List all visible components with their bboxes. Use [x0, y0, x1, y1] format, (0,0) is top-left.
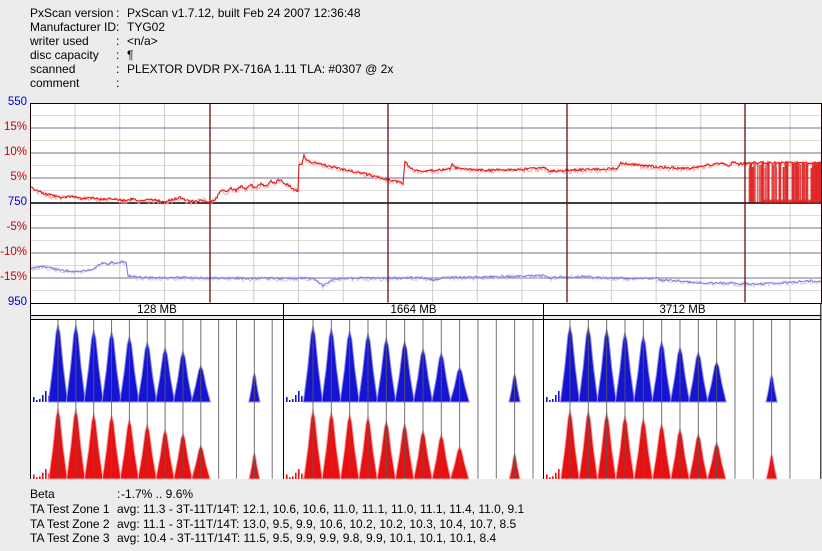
histogram-noise — [42, 395, 44, 402]
mb-zone-label: 3712 MB — [659, 304, 705, 316]
info-value: TYG02 — [127, 20, 166, 34]
info-row-version: PxScan version: PxScan v1.7.12, built Feb… — [30, 6, 393, 20]
histogram-noise — [45, 391, 47, 402]
info-separator: : — [116, 62, 120, 76]
y-axis-label: 15% — [3, 121, 27, 133]
scan-info-header: PxScan version: PxScan v1.7.12, built Feb… — [30, 6, 393, 90]
info-separator: : — [116, 20, 120, 34]
ta-zone-row: TA Test Zone 3 avg: 10.4 - 3T-11T/14T: 11… — [30, 531, 524, 546]
ta-zone-value: avg: 11.1 - 3T-11T/14T: 13.0, 9.5, 9.9, … — [117, 516, 517, 531]
histogram-noise — [555, 395, 557, 402]
histogram-noise — [292, 476, 294, 479]
histogram-noise — [558, 469, 560, 479]
ta-zone-label: TA Test Zone 3 — [30, 531, 110, 546]
beta-row: Beta:-1.7% .. 9.6% — [30, 487, 524, 502]
y-axis-label: 950 — [7, 296, 27, 308]
beta_pct-trace-fringe — [29, 157, 822, 207]
y-axis-label: -15% — [0, 271, 27, 283]
y-axis-label: -5% — [6, 221, 27, 233]
y-axis-label: 10% — [3, 146, 27, 158]
histogram-noise — [36, 400, 38, 402]
histogram-noise — [292, 399, 294, 402]
histogram-noise — [549, 400, 551, 402]
y-axis-label: 750 — [7, 196, 27, 208]
histogram-noise — [558, 391, 560, 402]
histogram-noise — [39, 476, 41, 479]
histogram-noise — [33, 474, 35, 479]
mb-strip-background — [30, 303, 821, 316]
histogram-noise — [298, 469, 300, 479]
histogram-noise — [36, 477, 38, 479]
histogram-noise — [552, 476, 554, 479]
ta-zone-row: TA Test Zone 2 avg: 11.1 - 3T-11T/14T: 13… — [30, 517, 524, 532]
histogram-noise — [555, 472, 557, 479]
y-axis-label: -10% — [0, 246, 27, 258]
histogram-noise — [286, 474, 288, 479]
y-axis-label: 5% — [10, 171, 27, 183]
ta-zone-value: avg: 10.4 - 3T-11T/14T: 11.5, 9.5, 9.9, … — [117, 531, 497, 546]
info-label: scanned — [30, 62, 76, 76]
ta_pct-trace-fringe — [29, 258, 822, 291]
histogram-noise — [546, 397, 548, 402]
info-label: disc capacity — [30, 48, 99, 62]
info-label: writer used — [30, 34, 89, 48]
histogram-noise — [298, 391, 300, 402]
beta-separator: : — [117, 487, 121, 501]
histogram-noise — [289, 477, 291, 479]
info-value: PLEXTOR DVDR PX-716A 1.11 TLA: #0307 @ 2… — [127, 62, 394, 76]
histogram-noise — [45, 469, 47, 479]
histogram-noise — [42, 472, 44, 479]
y-axis-label: 550 — [7, 96, 27, 108]
ta-zone-row: TA Test Zone 1 avg: 11.3 - 3T-11T/14T: 12… — [30, 502, 524, 517]
beta-value: -1.7% .. 9.6% — [121, 487, 194, 501]
histogram-noise — [552, 399, 554, 402]
info-separator: : — [116, 6, 120, 20]
info-row-scanned: scanned: PLEXTOR DVDR PX-716A 1.11 TLA: #… — [30, 62, 393, 76]
histogram-noise — [301, 473, 303, 479]
info-row-writer: writer used: <n/a> — [30, 34, 393, 48]
info-value: <n/a> — [127, 34, 158, 48]
histogram-noise — [286, 397, 288, 402]
histogram-noise — [546, 474, 548, 479]
info-row-comment: comment: — [30, 76, 393, 90]
info-separator: : — [116, 34, 120, 48]
info-value: PxScan v1.7.12, built Feb 24 2007 12:36:… — [127, 6, 361, 20]
info-value: ¶ — [127, 48, 134, 62]
stats-footer: Beta:-1.7% .. 9.6% TA Test Zone 1 avg: 11… — [30, 487, 524, 546]
ta-zone-label: TA Test Zone 2 — [30, 516, 110, 531]
ta_pct-trace — [29, 260, 822, 288]
beta_pct-trace — [29, 152, 822, 204]
beta-label: Beta — [30, 487, 55, 501]
dropout-pool — [763, 199, 821, 203]
scan-chart: 128 MB 1664 MB 3712 MB — [29, 103, 822, 480]
info-label: Manufacturer ID — [30, 20, 117, 34]
info-separator: : — [116, 76, 120, 90]
mb-zone-label: 128 MB — [137, 304, 177, 316]
info-separator: : — [116, 48, 120, 62]
info-label: comment — [30, 76, 80, 90]
ta-zone-value: avg: 11.3 - 3T-11T/14T: 12.1, 10.6, 10.6… — [117, 501, 525, 516]
histogram-noise — [289, 400, 291, 402]
histogram-noise — [33, 397, 35, 402]
histogram-noise — [295, 395, 297, 402]
info-label: PxScan version — [30, 6, 114, 20]
info-row-capacity: disc capacity: ¶ — [30, 48, 393, 62]
histogram-noise — [301, 396, 303, 402]
ta-zone-label: TA Test Zone 1 — [30, 501, 110, 516]
info-row-manufacturer: Manufacturer ID: TYG02 — [30, 20, 393, 34]
mb-zone-label: 1664 MB — [390, 304, 436, 316]
histogram-noise — [295, 472, 297, 479]
histogram-noise — [39, 399, 41, 402]
histogram-noise — [549, 477, 551, 479]
